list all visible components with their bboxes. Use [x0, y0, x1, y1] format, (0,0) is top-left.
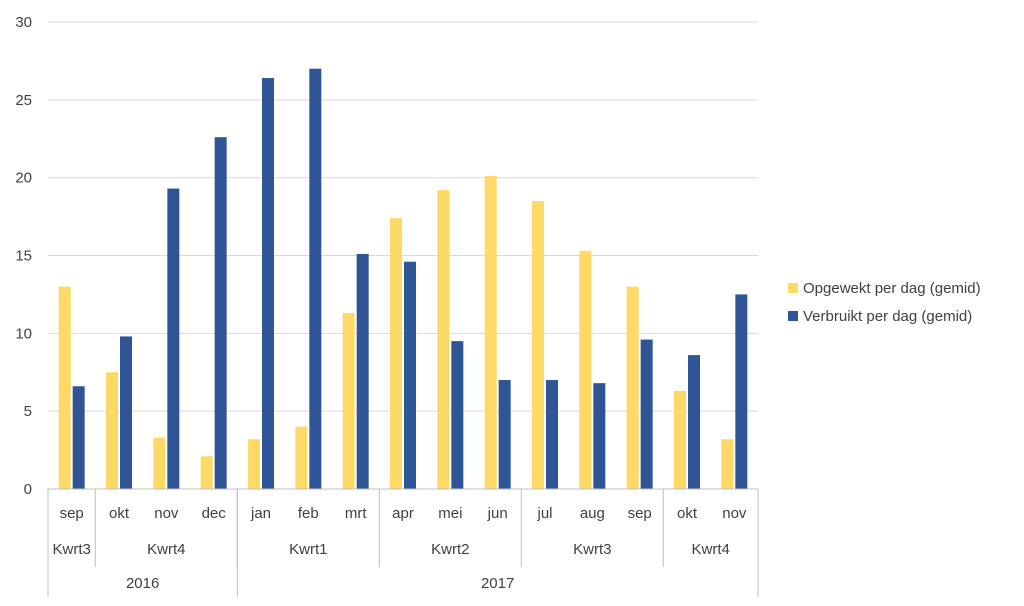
y-tick-label: 0	[24, 481, 32, 498]
x-tick-label: sep	[60, 505, 84, 522]
y-tick-label: 5	[24, 403, 32, 420]
legend: Opgewekt per dag (gemid) Verbruikt per d…	[788, 274, 981, 330]
x-tick-label: jun	[487, 505, 508, 522]
x-tick-label: nov	[154, 505, 179, 522]
bar-opgewekt	[484, 176, 497, 490]
y-tick-label: 25	[15, 92, 32, 109]
y-tick-label: 20	[15, 170, 32, 187]
bar-opgewekt	[390, 218, 402, 489]
x-tick-label: mrt	[345, 505, 367, 522]
legend-swatch-verbruikt	[788, 311, 798, 321]
bar-verbruikt	[309, 68, 322, 489]
x-tick-label: okt	[109, 505, 130, 522]
quarter-label: Kwrt1	[289, 541, 327, 558]
bar-opgewekt	[342, 313, 355, 489]
bar-opgewekt	[579, 250, 592, 489]
x-tick-label: jul	[536, 505, 552, 522]
x-tick-label: jan	[250, 505, 271, 522]
bar-opgewekt	[626, 286, 639, 489]
legend-label-verbruikt: Verbruikt per dag (gemid)	[803, 307, 973, 325]
x-tick-label: sep	[628, 505, 652, 522]
bar-verbruikt	[498, 380, 511, 489]
x-tick-label: feb	[298, 505, 319, 522]
bar-verbruikt	[120, 336, 132, 489]
bar-verbruikt	[640, 339, 653, 489]
x-tick-label: mei	[438, 505, 462, 522]
gridlines	[48, 21, 758, 412]
bar-opgewekt	[721, 439, 734, 489]
bar-opgewekt	[248, 439, 260, 489]
legend-item-opgewekt: Opgewekt per dag (gemid)	[788, 274, 981, 302]
quarter-label: Kwrt2	[431, 541, 469, 558]
bar-opgewekt	[153, 437, 166, 489]
axis-labels: 0 5 10 15 20 25 30 sep okt nov dec jan feb mrt apr mei j…	[15, 14, 747, 592]
x-tick-label: okt	[677, 505, 698, 522]
x-tick-label: aug	[580, 505, 605, 522]
bar-verbruikt	[356, 253, 369, 489]
quarter-label: Kwrt4	[691, 541, 729, 558]
bar-opgewekt	[58, 286, 71, 489]
bar-verbruikt	[593, 383, 606, 489]
x-tick-label: nov	[722, 505, 747, 522]
year-label: 2017	[481, 575, 514, 592]
quarter-label: Kwrt3	[573, 541, 611, 558]
bar-verbruikt	[404, 261, 416, 489]
year-label: 2016	[126, 575, 159, 592]
legend-item-verbruikt: Verbruikt per dag (gemid)	[788, 302, 981, 330]
bar-verbruikt	[735, 294, 748, 489]
bar-verbruikt	[167, 188, 180, 489]
bar-verbruikt	[451, 341, 464, 489]
y-tick-label: 10	[15, 325, 32, 342]
quarter-label: Kwrt3	[52, 541, 90, 558]
y-tick-label: 30	[15, 14, 32, 31]
bar-verbruikt	[262, 78, 274, 489]
y-tick-label: 15	[15, 248, 32, 265]
bar-verbruikt	[72, 386, 85, 489]
bar-opgewekt	[437, 190, 450, 489]
legend-label-opgewekt: Opgewekt per dag (gemid)	[803, 279, 981, 297]
axes	[47, 488, 759, 597]
bar-opgewekt	[674, 390, 686, 489]
bar-opgewekt	[200, 456, 213, 489]
bar-opgewekt	[532, 201, 544, 489]
quarter-label: Kwrt4	[147, 541, 185, 558]
legend-swatch-opgewekt	[788, 283, 798, 293]
bar-opgewekt	[295, 426, 308, 489]
bar-opgewekt	[106, 372, 118, 489]
x-tick-label: dec	[202, 505, 227, 522]
bar-verbruikt	[546, 380, 558, 489]
bar-verbruikt	[214, 137, 227, 489]
bar-verbruikt	[688, 355, 700, 489]
x-tick-label: apr	[392, 505, 414, 522]
bars	[58, 68, 748, 490]
